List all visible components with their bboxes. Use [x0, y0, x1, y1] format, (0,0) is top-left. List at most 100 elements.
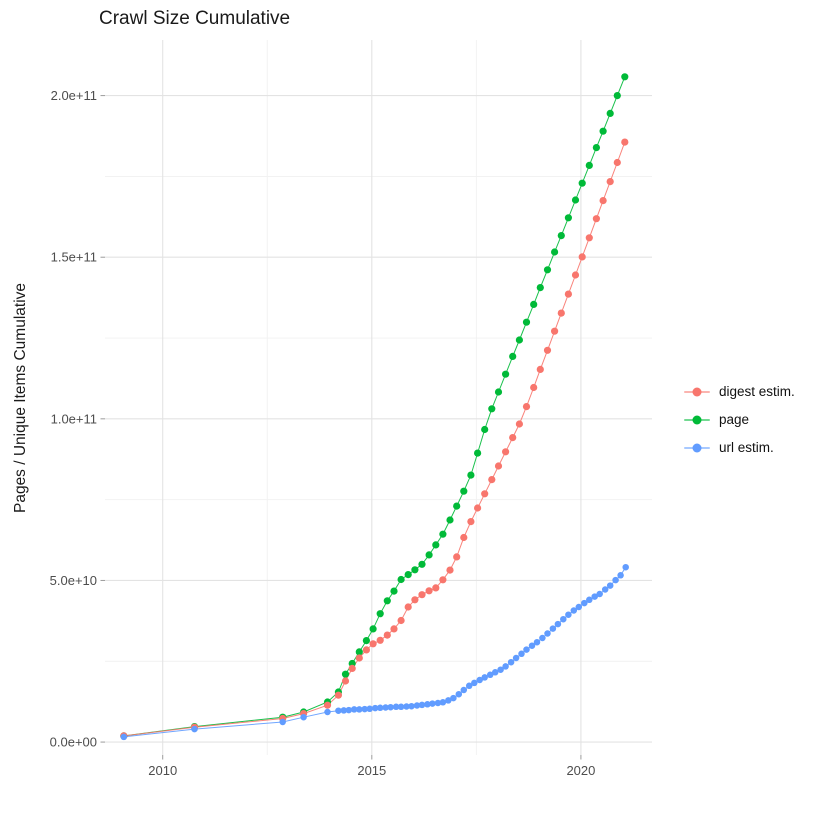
panel-background — [105, 40, 652, 755]
data-point — [564, 214, 573, 222]
data-point — [617, 572, 624, 579]
data-point — [460, 533, 468, 542]
data-point — [578, 179, 586, 187]
data-point — [411, 596, 419, 604]
y-tick-label: 1.5e+11 — [51, 250, 97, 265]
data-point — [599, 197, 607, 205]
data-point — [403, 703, 410, 710]
data-point — [557, 232, 565, 240]
data-point — [612, 576, 619, 584]
data-point — [392, 703, 400, 711]
data-point — [557, 309, 565, 317]
y-tick-label: 2.0e+11 — [51, 88, 97, 103]
legend-label: digest estim. — [719, 384, 795, 399]
y-tick-label: 1.0e+11 — [51, 411, 97, 426]
legend-key-icon — [684, 412, 710, 428]
data-point — [397, 616, 405, 625]
data-point — [488, 476, 496, 484]
data-point — [522, 403, 531, 411]
y-axis-title: Pages / Unique Items Cumulative — [12, 282, 29, 514]
data-point — [418, 591, 426, 599]
data-point — [340, 707, 348, 714]
data-point — [502, 663, 509, 670]
data-point — [578, 253, 586, 261]
data-point — [601, 586, 609, 593]
x-tick-label: 2015 — [357, 763, 386, 778]
data-point — [334, 691, 342, 699]
y-tick-label: 0.0e+00 — [50, 735, 97, 750]
legend-label: url estim. — [719, 440, 774, 455]
data-point — [551, 248, 559, 256]
data-point — [476, 676, 483, 684]
data-point — [539, 634, 546, 642]
data-point — [536, 365, 544, 373]
data-point — [356, 706, 363, 713]
data-point — [560, 615, 567, 623]
data-point — [460, 686, 468, 694]
data-point — [497, 666, 504, 673]
data-point — [453, 553, 461, 561]
data-point — [369, 625, 377, 633]
data-point — [300, 713, 307, 721]
data-point — [533, 638, 541, 646]
data-point — [439, 699, 447, 706]
data-point — [592, 144, 601, 152]
data-point — [491, 669, 499, 676]
data-point — [371, 704, 379, 712]
data-point — [383, 597, 391, 605]
data-point — [606, 582, 614, 589]
data-point — [191, 725, 198, 733]
data-point — [341, 677, 350, 685]
data-point — [474, 449, 482, 457]
data-point — [494, 388, 503, 396]
data-point — [512, 654, 520, 662]
data-point — [362, 646, 370, 654]
data-point — [335, 707, 342, 714]
data-point — [424, 701, 431, 708]
data-point — [549, 625, 557, 632]
data-point — [355, 648, 363, 656]
x-tick-label: 2020 — [566, 763, 595, 778]
data-point — [509, 352, 517, 360]
legend-item-digest-estim: digest estim. — [684, 382, 795, 401]
data-point — [425, 587, 433, 595]
data-point — [382, 704, 389, 711]
data-point — [432, 541, 440, 549]
legend-item-page: page — [684, 410, 795, 429]
data-point — [429, 700, 436, 707]
data-point — [348, 664, 356, 673]
data-point — [467, 471, 475, 479]
data-point — [571, 271, 580, 279]
data-point — [592, 215, 601, 223]
data-point — [387, 703, 394, 711]
data-point — [390, 625, 398, 633]
data-point — [120, 733, 128, 741]
data-point — [376, 704, 384, 712]
data-point — [439, 576, 447, 584]
legend-label: page — [719, 412, 750, 427]
data-point — [622, 563, 629, 571]
data-point — [481, 425, 489, 434]
data-point — [341, 670, 350, 678]
data-point — [509, 434, 517, 442]
data-point — [404, 571, 412, 579]
data-point — [453, 502, 461, 510]
data-point — [596, 590, 603, 598]
data-point — [324, 708, 331, 716]
data-point — [528, 642, 536, 649]
data-point — [494, 462, 503, 470]
data-point — [486, 671, 494, 679]
data-point — [397, 703, 405, 711]
data-point — [445, 697, 452, 704]
data-point — [408, 702, 415, 710]
data-point — [361, 705, 368, 713]
data-point — [530, 383, 538, 392]
data-point — [366, 705, 373, 713]
data-point — [369, 640, 377, 648]
data-point — [543, 266, 552, 274]
y-tick-label: 5.0e+10 — [50, 573, 97, 588]
data-point — [481, 674, 488, 681]
data-point — [606, 178, 614, 186]
